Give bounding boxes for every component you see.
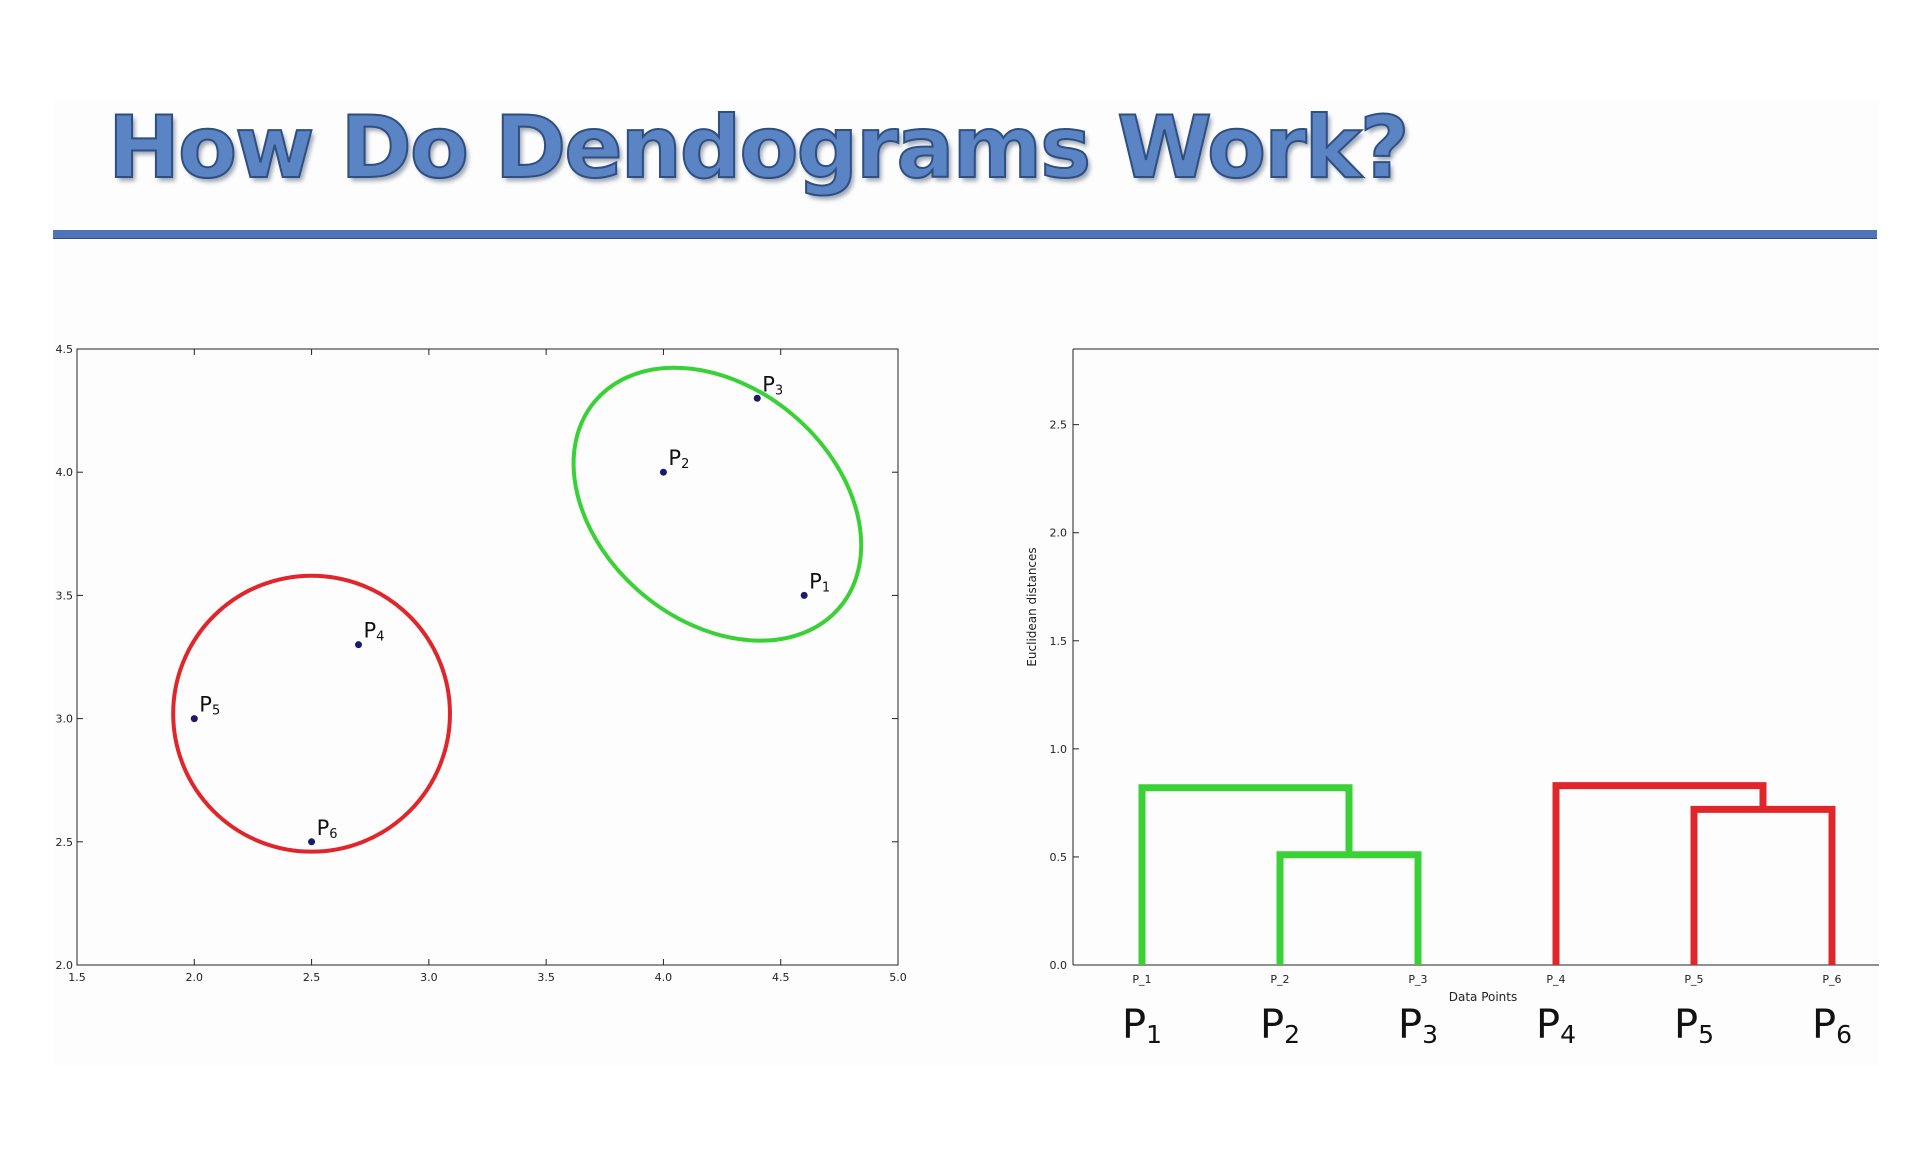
- slide-title: How Do Dendograms Work?: [107, 97, 1411, 199]
- title-underline: [53, 230, 1877, 239]
- dendrogram-link-4: [1552, 782, 1767, 965]
- point-label-p2: P2: [668, 446, 689, 472]
- big-leaf-label-p2: P2: [1260, 1002, 1300, 1049]
- x-tick-label: 1.5: [68, 971, 86, 984]
- leaf-label-2: P_2: [1270, 973, 1289, 986]
- x-tick-label: 3.5: [537, 971, 555, 984]
- leaf-label-4: P_4: [1546, 973, 1565, 986]
- x-tick-label: 3.0: [420, 971, 438, 984]
- dendrogram-chart: 0.0 0.5 1.0 1.5 2.0 2.5 Euclidean distances P_1…: [1025, 348, 1879, 1049]
- data-point-p4: [354, 641, 362, 649]
- x-axis-label: Data Points: [1449, 990, 1518, 1004]
- point-label-p1: P1: [809, 569, 830, 595]
- y-tick-label: 2.0: [1050, 527, 1068, 540]
- cluster-ellipse-1: [571, 365, 864, 643]
- y-tick-label: 1.5: [1050, 635, 1068, 648]
- x-tick-label: 2.0: [186, 971, 204, 984]
- scatter-chart: 1.5 2.0 2.5 3.0 3.5 4.0 4.5 5.02.02.53.03.54.04…: [56, 343, 907, 984]
- y-tick-label: 4.0: [56, 466, 74, 479]
- x-tick-label: 4.0: [655, 971, 673, 984]
- data-point-p5: [190, 715, 198, 723]
- data-point-p6: [308, 838, 316, 846]
- dendrogram-link-3: [1690, 805, 1836, 965]
- point-label-p5: P5: [199, 693, 220, 719]
- y-tick-label: 4.5: [56, 343, 74, 356]
- big-leaf-label-p1: P1: [1122, 1002, 1162, 1049]
- y-tick-label: 0.0: [1050, 959, 1068, 972]
- big-leaf-label-p5: P5: [1674, 1002, 1714, 1049]
- leaf-label-3: P_3: [1408, 973, 1427, 986]
- big-leaf-label-p3: P3: [1398, 1002, 1438, 1049]
- leaf-label-5: P_5: [1684, 973, 1703, 986]
- y-tick-label: 3.0: [56, 713, 74, 726]
- x-tick-label: 4.5: [772, 971, 790, 984]
- big-leaf-label-p6: P6: [1812, 1002, 1852, 1049]
- x-tick-label: 2.5: [303, 971, 321, 984]
- point-label-p6: P6: [317, 816, 338, 842]
- point-label-p4: P4: [363, 619, 384, 645]
- data-point-p3: [753, 394, 761, 402]
- scatter-plot-frame: [76, 348, 899, 966]
- dendrogram-link-2: [1138, 784, 1353, 965]
- y-tick-label: 2.0: [56, 959, 74, 972]
- point-label-p3: P3: [762, 372, 783, 398]
- y-tick-label: 1.0: [1050, 743, 1068, 756]
- leaf-label-6: P_6: [1822, 973, 1841, 986]
- cluster-circle-2: [171, 573, 452, 854]
- y-tick-label: 3.5: [56, 589, 74, 602]
- y-tick-label: 2.5: [1050, 419, 1068, 432]
- y-tick-label: 2.5: [56, 836, 74, 849]
- dendrogram-link-1: [1276, 851, 1422, 965]
- leaf-label-1: P_1: [1132, 973, 1151, 986]
- big-leaf-label-p4: P4: [1536, 1002, 1576, 1049]
- x-tick-label: 5.0: [889, 971, 907, 984]
- data-point-p1: [800, 591, 808, 599]
- y-axis-label: Euclidean distances: [1025, 547, 1039, 666]
- y-tick-label: 0.5: [1050, 851, 1068, 864]
- data-point-p2: [659, 468, 667, 476]
